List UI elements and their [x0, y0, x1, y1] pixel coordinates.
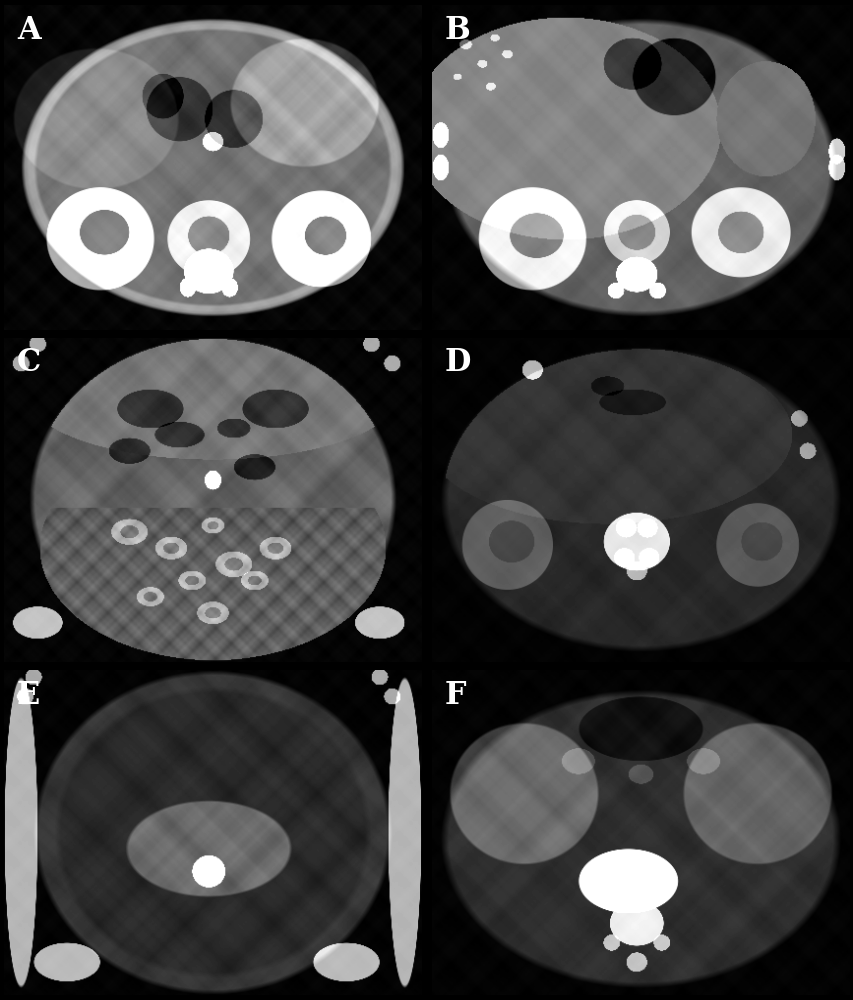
Text: D: D	[444, 347, 471, 378]
Text: F: F	[444, 680, 466, 711]
Text: C: C	[17, 347, 41, 378]
Text: E: E	[17, 680, 40, 711]
Text: A: A	[17, 15, 40, 46]
Text: B: B	[444, 15, 470, 46]
